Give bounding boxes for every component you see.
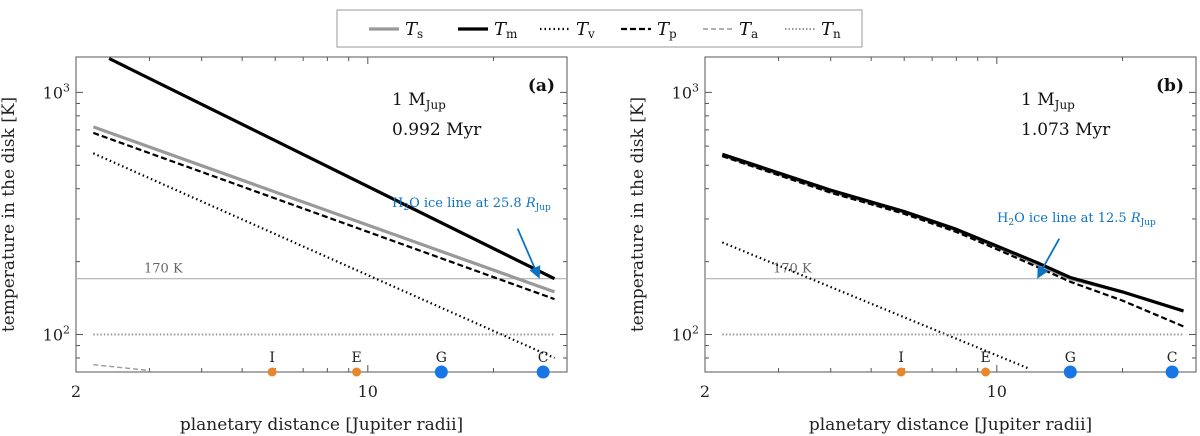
moon-marker-G — [434, 365, 448, 379]
moon-label-I: I — [898, 350, 904, 366]
time-label: 1.073 Myr — [1021, 120, 1111, 140]
series-ts — [92, 125, 556, 294]
moon-marker-C — [536, 365, 550, 379]
legend-label-ts: Ts — [405, 19, 423, 41]
y-tick-label: 103 — [43, 81, 70, 102]
ice-line-label: H2O ice line at 12.5 RJup — [997, 211, 1156, 228]
panel-b: 2 10 102 103 planetary distance [Jupiter rad… — [628, 56, 1197, 435]
legend: Ts Tm Tv Tp Ta Tn — [336, 9, 863, 48]
ice-line-label: H2O ice line at 25.8 RJup — [392, 196, 551, 213]
plot-frame — [704, 56, 1197, 373]
series-tp — [92, 131, 555, 301]
y-axis-label: temperature in the disk [K] — [0, 97, 19, 332]
mass-label: 1 MJup — [392, 90, 446, 112]
x-axis-label: planetary distance [Jupiter radii] — [809, 415, 1092, 435]
moon-label-C: C — [1167, 350, 1178, 366]
moon-label-G: G — [1065, 350, 1076, 366]
legend-label-ta: Ta — [739, 19, 758, 41]
time-label: 0.992 Myr — [392, 120, 482, 140]
y-tick-label: 103 — [672, 81, 699, 102]
moon-marker-I — [896, 367, 906, 377]
legend-box — [336, 9, 863, 48]
reference-line-label: 170 K — [773, 262, 812, 277]
y-axis-label: temperature in the disk [K] — [628, 97, 648, 332]
moon-label-E: E — [351, 350, 361, 366]
moon-label-E: E — [980, 350, 990, 366]
reference-line-label: 170 K — [144, 262, 183, 277]
x-tick-label: 2 — [71, 382, 81, 401]
legend-label-tv: Tv — [576, 19, 595, 41]
x-axis-label: planetary distance [Jupiter radii] — [180, 415, 463, 435]
x-tick-label: 2 — [700, 382, 710, 401]
ice-line-arrowhead — [1037, 265, 1049, 279]
legend-label-tm: Tm — [494, 19, 518, 41]
ice-line-arrow-shaft — [1039, 238, 1061, 274]
legend-label-tp: Tp — [657, 19, 677, 41]
moon-marker-I — [267, 367, 277, 377]
y-tick-label: 102 — [43, 323, 70, 344]
ice-line-arrow-shaft — [516, 228, 538, 274]
mass-label: 1 MJup — [1021, 90, 1075, 112]
moon-label-I: I — [269, 350, 275, 366]
plot-frame — [75, 56, 568, 373]
moon-marker-E — [352, 367, 362, 377]
series-tm — [721, 152, 1184, 313]
moon-marker-C — [1165, 365, 1179, 379]
series-tv — [721, 241, 1031, 371]
panel-a: 2 10 102 103 planetary distance [Jupiter rad… — [0, 56, 568, 435]
ice-line-arrowhead — [529, 265, 541, 279]
panel-label: (a) — [528, 76, 555, 96]
legend-label-tn: Tn — [821, 19, 841, 41]
series-ta — [93, 364, 150, 372]
series-tv — [92, 152, 555, 360]
moon-marker-E — [981, 367, 991, 377]
series-tm — [108, 57, 556, 281]
y-tick-label: 102 — [672, 323, 699, 344]
x-tick-label: 10 — [358, 382, 378, 401]
moon-marker-G — [1063, 365, 1077, 379]
series-tp — [721, 155, 1184, 328]
panel-label: (b) — [1156, 76, 1184, 96]
moon-label-C: C — [538, 350, 549, 366]
x-tick-label: 10 — [987, 382, 1007, 401]
moon-label-G: G — [436, 350, 447, 366]
